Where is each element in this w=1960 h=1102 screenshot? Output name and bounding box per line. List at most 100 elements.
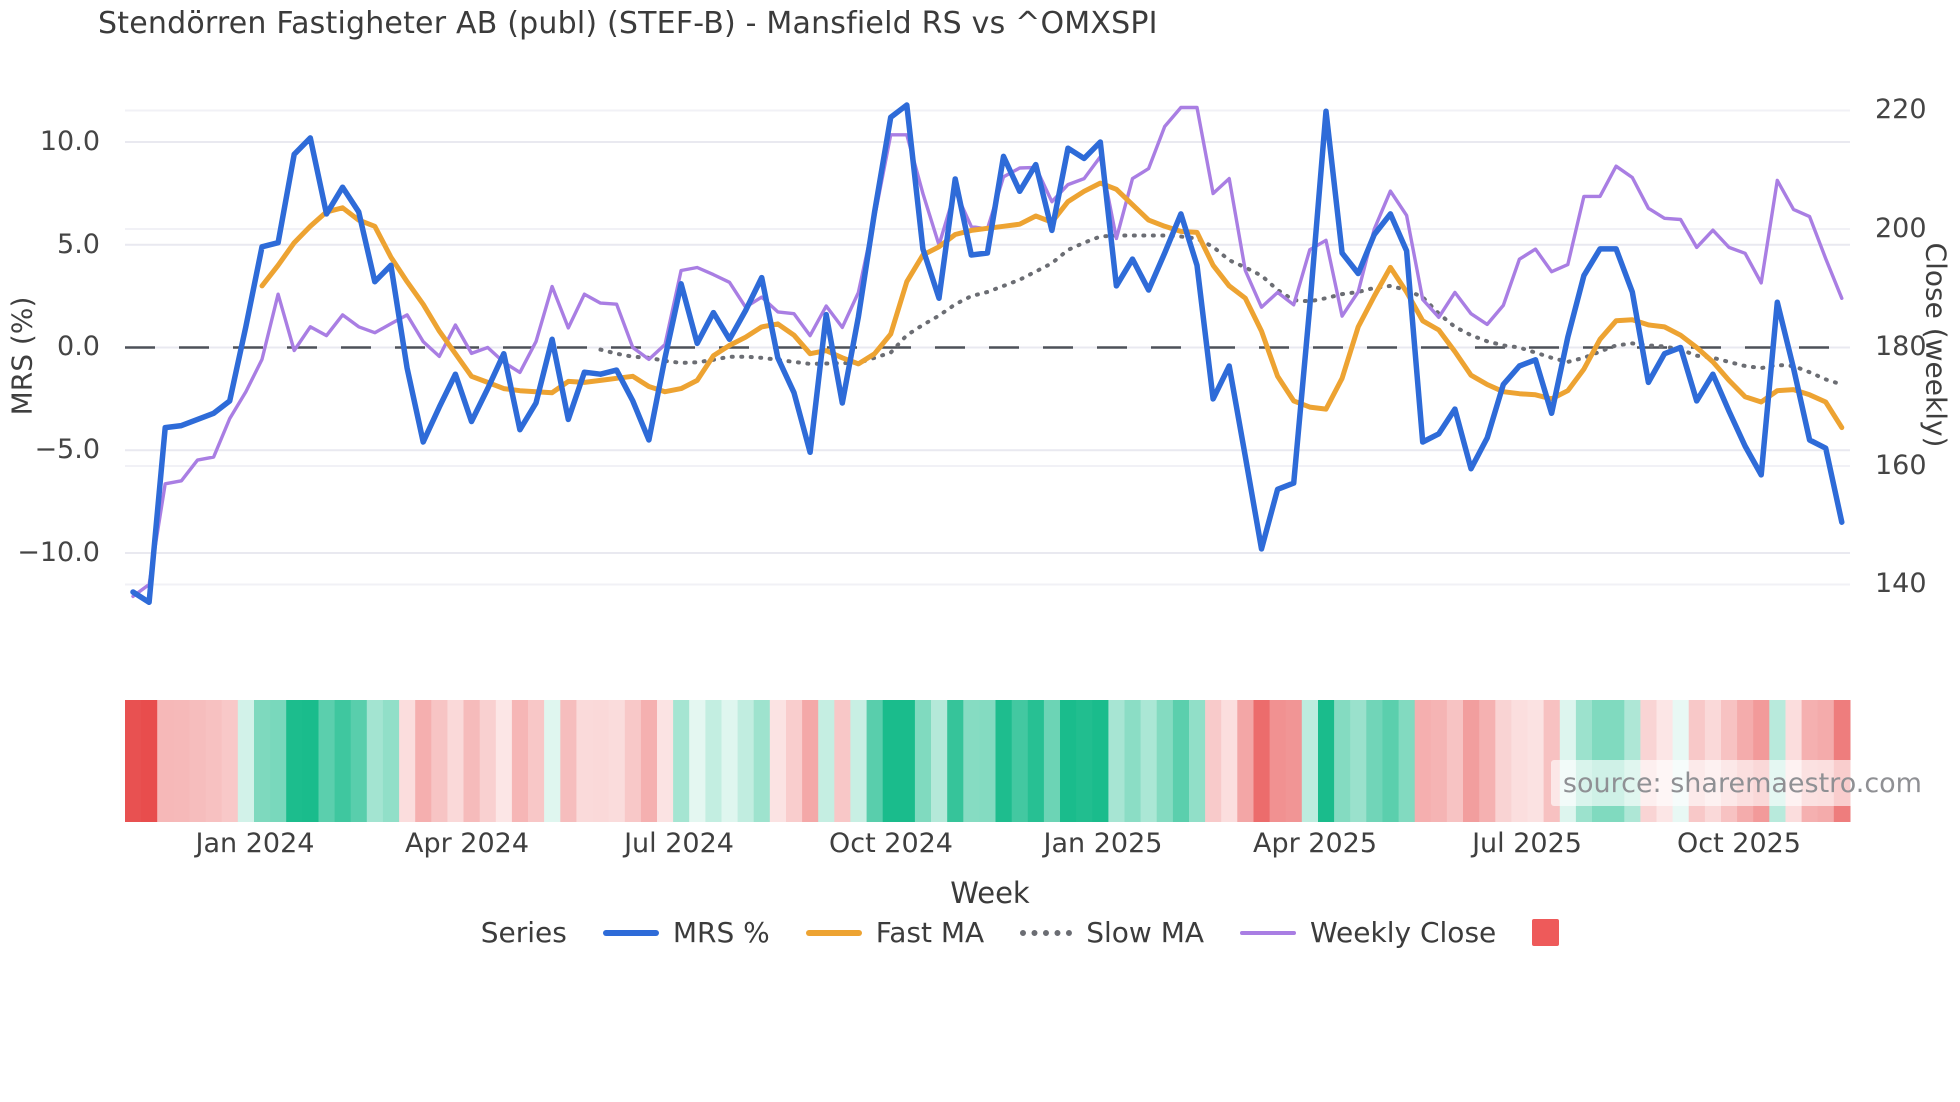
left-axis-tick: 10.0: [39, 126, 100, 157]
fast-ma-line-sample-icon: [805, 929, 862, 936]
heatmap-bar: [979, 700, 997, 822]
x-axis-tick: Jul 2025: [1472, 828, 1582, 859]
heatmap-bar: [640, 700, 658, 822]
right-axis-tick: 160: [1875, 450, 1927, 481]
heatmap-bar: [592, 700, 610, 822]
heatmap-bar: [447, 700, 465, 822]
heatmap-bar: [173, 700, 191, 822]
heatmap-bar: [850, 700, 868, 822]
heatmap-bar: [399, 700, 416, 822]
heatmap-bar: [1430, 700, 1448, 822]
heatmap-bar: [1076, 700, 1093, 822]
heatmap-bar: [576, 700, 594, 822]
heatmap-bar: [366, 700, 384, 822]
heatmap-bar: [254, 700, 271, 822]
heatmap-bar: [495, 700, 513, 822]
x-axis-tick: Apr 2025: [1252, 828, 1378, 859]
heatmap-bar: [1172, 700, 1190, 822]
x-axis-tick: Jul 2024: [624, 828, 734, 859]
heatmap-bar: [657, 700, 674, 822]
heatmap-bar: [1221, 700, 1238, 822]
heatmap-bar: [1301, 700, 1319, 822]
left-axis-tick: −5.0: [34, 434, 100, 465]
heatmap-bar: [286, 700, 303, 822]
heatmap-bar: [914, 700, 932, 822]
heatmap-bar: [1366, 700, 1383, 822]
right-axis-tick: 140: [1875, 568, 1927, 599]
heatmap-bar: [1189, 700, 1206, 822]
heatmap-bar: [1318, 700, 1335, 822]
heatmap-bar: [544, 700, 561, 822]
heatmap-bar: [705, 700, 723, 822]
heatmap-bar: [431, 700, 448, 822]
heatmap-bar: [1463, 700, 1480, 822]
mrs-line-sample-icon: [602, 929, 659, 936]
heatmap-bar: [1205, 700, 1222, 822]
x-axis-title: Week: [950, 876, 1030, 910]
left-axis-tick: 0.0: [57, 331, 100, 362]
heatmap-bar: [237, 700, 255, 822]
right-axis-tick: 220: [1875, 94, 1927, 125]
heatmap-bar: [463, 700, 481, 822]
heatmap-bar: [1334, 700, 1351, 822]
source-note: source: sharemaestro.com: [1550, 760, 1934, 806]
series-line-mrs-: [130, 102, 1845, 606]
heatmap-bar: [1124, 700, 1142, 822]
heatmap-bar: [1140, 700, 1158, 822]
heatmap-bar: [479, 700, 497, 822]
heatmap-bar: [947, 700, 964, 822]
heatmap-bar: [1446, 700, 1464, 822]
series-line-weekly-close: [131, 105, 1844, 599]
heatmap-bar: [1398, 700, 1416, 822]
x-axis-tick: Oct 2025: [1677, 828, 1801, 859]
heatmap-bar: [318, 700, 336, 822]
heatmap-bar: [1495, 700, 1512, 822]
legend-item-weekly-close: Weekly Close: [1240, 916, 1496, 949]
legend-item-fast-ma: Fast MA: [805, 916, 984, 949]
heatmap-bar: [1027, 700, 1045, 822]
heatmap-bar: [737, 700, 755, 822]
heatmap-bar: [1511, 700, 1529, 822]
heatmap-bar: [624, 700, 642, 822]
left-axis-tick: −10.0: [17, 537, 100, 568]
heatmap-bar: [786, 700, 803, 822]
heatmap-bar: [141, 700, 158, 822]
heatmap-bar: [1269, 700, 1287, 822]
heatmap-bar: [1108, 700, 1126, 822]
x-axis-tick: Oct 2024: [829, 828, 953, 859]
heatmap-bar: [608, 700, 626, 822]
weekly-close-line-sample-icon: [1240, 930, 1297, 935]
heatmap-bar: [1253, 700, 1271, 822]
legend-item-label: MRS %: [672, 916, 770, 949]
chart-title: Stendörren Fastigheter AB (publ) (STEF-B…: [98, 6, 1158, 41]
x-axis-tick: Apr 2024: [404, 828, 530, 859]
heatmap-bar: [382, 700, 400, 822]
heatmap-bar: [270, 700, 287, 822]
right-axis-tick: 180: [1875, 331, 1927, 362]
legend-item-mrs: MRS %: [602, 916, 770, 949]
heatmap-bar: [560, 700, 577, 822]
heatmap-bar: [205, 700, 223, 822]
legend-title: Series: [480, 916, 567, 949]
legend-item-label: Slow MA: [1086, 916, 1205, 949]
heatmap-bar: [769, 700, 787, 822]
heatmap-bar: [302, 700, 319, 822]
heatmap-bar: [898, 700, 916, 822]
legend-item-slow-ma: Slow MA: [1020, 916, 1204, 949]
heatmap-bar: [1527, 700, 1545, 822]
heatmap-bar: [866, 700, 884, 822]
heatmap-bar: [753, 700, 771, 822]
heatmap-bar: [1043, 700, 1061, 822]
left-axis-tick: 5.0: [57, 229, 100, 260]
heatmap-bar: [721, 700, 739, 822]
legend: Series MRS % Fast MA Slow MA Weekly Clos…: [40, 916, 1960, 949]
heatmap-bar: [334, 700, 352, 822]
heatmap-bar: [189, 700, 207, 822]
heatmap-swatch-icon: [1532, 919, 1560, 946]
heatmap-bar: [350, 700, 368, 822]
heatmap-bar: [882, 700, 900, 822]
heatmap-bar: [818, 700, 835, 822]
heatmap-bar: [1285, 700, 1303, 822]
